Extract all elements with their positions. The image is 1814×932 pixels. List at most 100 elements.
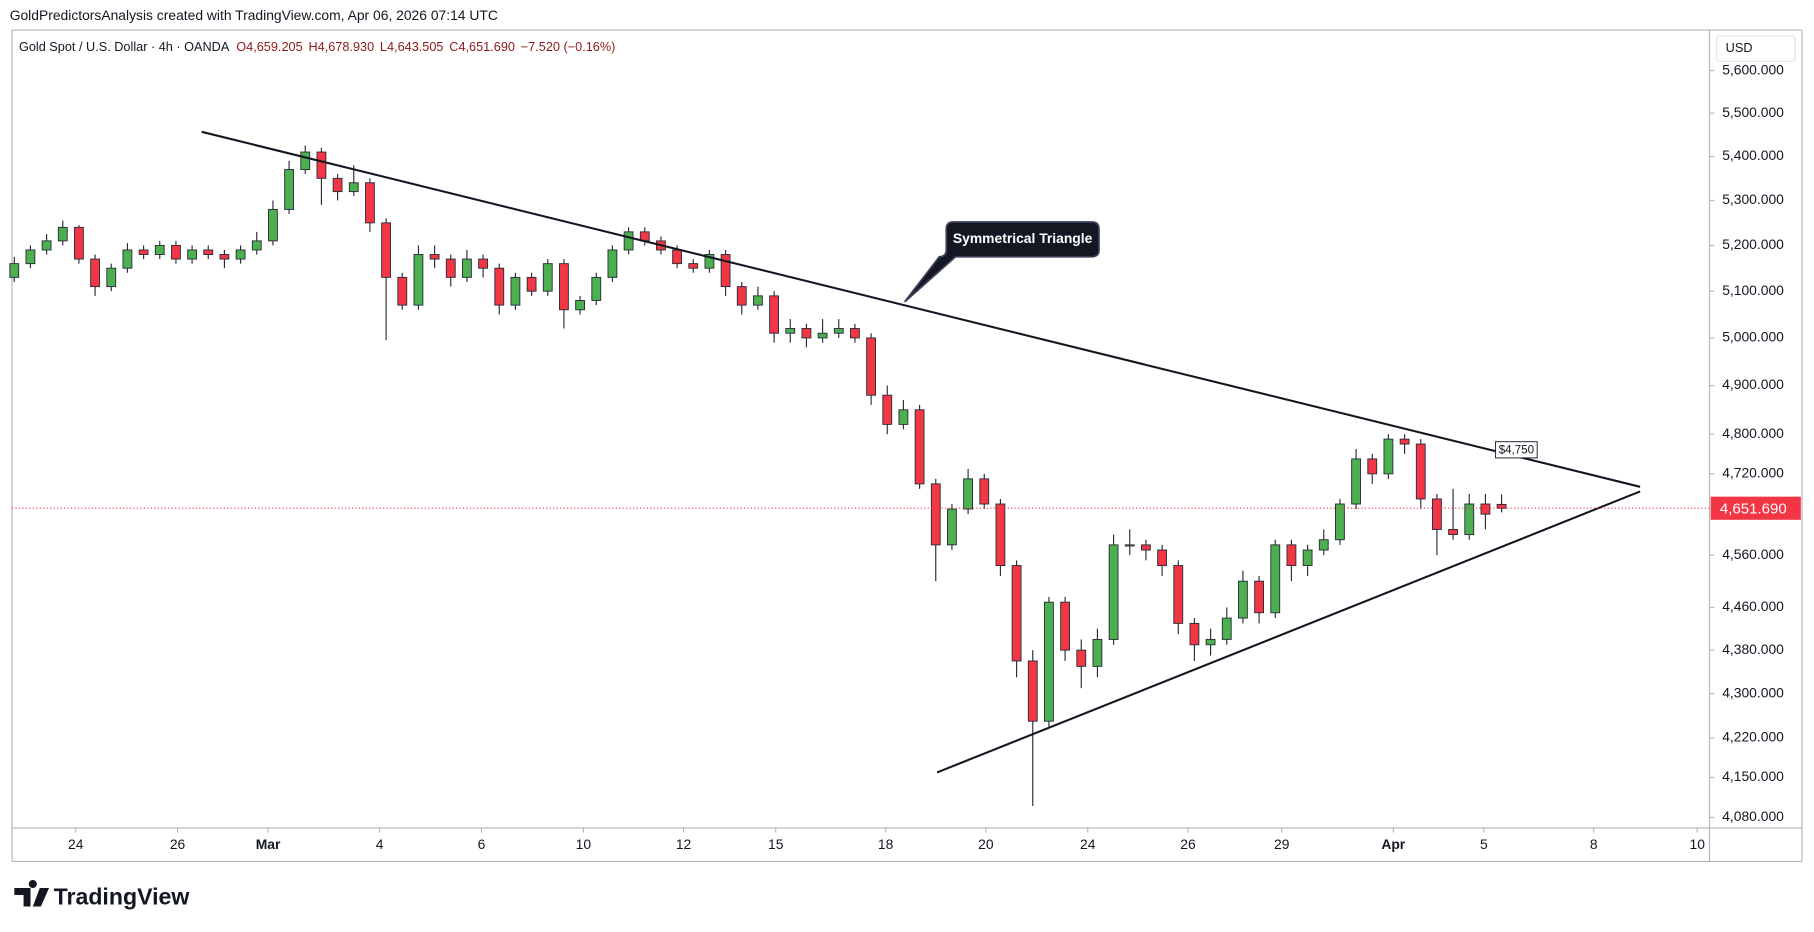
x-tick-label: 6: [478, 836, 486, 852]
candle-body: [1464, 503, 1475, 536]
candle-body: [365, 182, 375, 224]
y-tick-label: 4,380.000: [1722, 641, 1784, 657]
candle-body: [1399, 438, 1410, 445]
candle-body: [1302, 549, 1313, 567]
x-tick-label: 29: [1274, 836, 1290, 852]
candle-body: [1415, 443, 1426, 500]
last-price-box: [1710, 496, 1801, 520]
candle-body: [591, 276, 602, 301]
y-tick-label: 5,000.000: [1722, 329, 1784, 345]
candle-body: [106, 267, 117, 288]
legend-item: −7.520 (−0.16%): [521, 39, 616, 54]
candle-body: [623, 231, 634, 251]
candle-body: [1011, 565, 1022, 662]
candle-body: [930, 483, 941, 546]
callout-box: [903, 221, 1100, 303]
candle-body: [1157, 549, 1167, 567]
y-tick-label: 4,150.000: [1722, 768, 1784, 784]
candle-body: [235, 249, 246, 260]
legend-item: L4,643.505: [380, 39, 444, 54]
upper-trendline: [201, 130, 1641, 488]
candle-body: [704, 254, 715, 269]
candle-body: [462, 258, 472, 278]
candle-body: [1173, 565, 1184, 624]
x-tick-label: 26: [1180, 836, 1196, 852]
currency: USD: [1726, 40, 1753, 55]
candle-body: [332, 177, 343, 193]
candle-body: [801, 328, 812, 339]
candle-body: [138, 249, 149, 255]
candle-body: [995, 503, 1006, 567]
candle-body: [381, 222, 392, 278]
candle-body: [979, 478, 990, 505]
candle-body: [1238, 580, 1248, 619]
candle-body: [559, 263, 569, 311]
candle-body: [1383, 438, 1394, 475]
candle-body: [1221, 617, 1232, 640]
x-tick-label: 5: [1480, 836, 1488, 852]
candle-body: [494, 267, 505, 306]
y-tick-label: 4,800.000: [1722, 425, 1784, 441]
candle-body: [171, 244, 181, 260]
x-tick-label: Mar: [256, 836, 281, 852]
candle-body: [1270, 544, 1281, 614]
candle-body: [833, 328, 844, 334]
y-tick-label: 4,720.000: [1722, 464, 1784, 480]
candle-body: [1496, 503, 1507, 509]
candle-body: [413, 254, 424, 306]
candle-body: [203, 249, 214, 255]
candle-body: [1189, 622, 1200, 646]
candle-body: [769, 295, 780, 334]
x-tick-label: 10: [576, 836, 592, 852]
candle-body: [316, 151, 327, 179]
candle-body: [866, 337, 877, 396]
candle-body: [1367, 458, 1378, 475]
candle-body: [963, 478, 974, 510]
legend-item: C4,651.690: [449, 39, 515, 54]
candle-body: [57, 226, 68, 242]
candle-body: [154, 244, 165, 255]
x-tick-label: 10: [1689, 836, 1705, 852]
candle-body: [753, 295, 763, 306]
candle-body: [882, 394, 893, 425]
candle-body: [1480, 503, 1491, 515]
candle-body: [785, 328, 796, 334]
y-tick-label: 5,100.000: [1722, 282, 1784, 298]
x-tick-label: Apr: [1381, 836, 1405, 852]
candle-body: [397, 276, 408, 306]
candle-body: [1108, 544, 1119, 640]
candle-body: [736, 286, 747, 306]
y-tick-label: 4,080.000: [1722, 808, 1784, 824]
candle-body: [1092, 638, 1103, 667]
y-tick-label: 5,300.000: [1722, 191, 1784, 207]
candle-body: [251, 240, 262, 251]
y-tick-label: 4,460.000: [1722, 598, 1784, 614]
currency-box: [1715, 35, 1796, 62]
candle-body: [914, 409, 925, 485]
y-tick-label: 4,560.000: [1722, 546, 1784, 562]
y-tick-label: 4,300.000: [1722, 684, 1784, 700]
logo-text: TradingView: [54, 884, 191, 910]
candle-body: [1432, 498, 1442, 530]
candle-body: [672, 249, 683, 265]
legend-item: Gold Spot / U.S. Dollar · 4h · OANDA: [19, 39, 230, 54]
candle-body: [90, 258, 101, 288]
level-label-box: [1495, 441, 1538, 459]
x-tick-label: 24: [1080, 836, 1096, 852]
candle-body: [41, 240, 52, 251]
candle-body: [445, 258, 456, 278]
candle-body: [510, 276, 521, 306]
callout-text: Symmetrical Triangle: [953, 230, 1093, 246]
candle-body: [1060, 601, 1071, 651]
candle-body: [1254, 580, 1264, 614]
candle-body: [348, 182, 359, 193]
candle-body: [526, 276, 537, 292]
candle-body: [688, 263, 699, 269]
y-tick-label: 5,200.000: [1722, 236, 1784, 252]
level-label: $4,750: [1499, 444, 1534, 456]
candle-body: [1124, 544, 1135, 547]
y-tick-label: 4,220.000: [1722, 729, 1784, 745]
